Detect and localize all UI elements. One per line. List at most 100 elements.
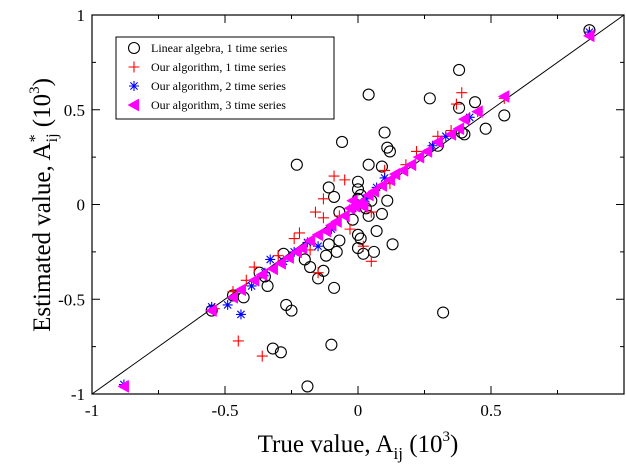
data-point-series-2 <box>357 240 369 252</box>
legend-label: Our algorithm, 2 time series <box>151 79 286 93</box>
legend-label: Linear algebra, 1 time series <box>151 41 288 55</box>
data-point-series-1 <box>362 88 375 101</box>
y-axis-ticks: -1 -0.5 0 0.5 1 <box>58 6 624 404</box>
data-point-series-1 <box>351 183 365 196</box>
legend-marker-asterisk <box>129 81 139 91</box>
data-point-series-1 <box>317 264 330 277</box>
data-point-series-1 <box>304 260 317 274</box>
data-point-series-2 <box>288 233 300 245</box>
data-point-series-4 <box>431 135 443 149</box>
data-point-series-3 <box>427 140 438 151</box>
data-point-series-4 <box>396 163 409 177</box>
data-point-series-4 <box>338 209 350 223</box>
data-point-series-4 <box>117 379 129 393</box>
data-point-series-4 <box>303 234 316 247</box>
data-point-series-4 <box>452 122 465 136</box>
data-points <box>117 24 596 393</box>
data-point-series-3 <box>440 131 451 142</box>
data-point-series-1 <box>479 122 492 135</box>
data-point-series-2 <box>365 255 377 267</box>
legend-marker-glyph <box>128 61 140 73</box>
data-point-series-1 <box>381 194 394 207</box>
y-tick-label: 1 <box>77 6 86 25</box>
data-point-series-1 <box>498 109 511 122</box>
data-point-series-1 <box>274 346 287 359</box>
data-point-series-4 <box>444 127 457 141</box>
data-point-series-2 <box>248 261 260 273</box>
data-point-series-1 <box>437 306 450 319</box>
data-point-series-1 <box>330 245 343 258</box>
data-point-series-4 <box>247 273 260 287</box>
data-point-series-4 <box>282 251 294 264</box>
data-point-series-3 <box>265 254 276 265</box>
data-point-series-1 <box>351 228 365 241</box>
data-point-series-1 <box>370 224 383 238</box>
data-point-series-1 <box>322 181 335 194</box>
data-point-series-2 <box>456 87 468 99</box>
data-point-series-2 <box>272 250 284 262</box>
data-point-series-1 <box>386 238 399 251</box>
data-point-series-3 <box>326 224 337 235</box>
x-axis-ticks: -1 -0.5 0 0.5 <box>85 15 558 420</box>
data-point-series-2 <box>317 212 329 224</box>
legend: Linear algebra, 1 time series Our algori… <box>115 36 335 120</box>
data-point-series-4 <box>274 256 286 270</box>
data-point-series-2 <box>312 267 324 279</box>
data-point-series-3 <box>235 309 246 320</box>
data-point-series-1 <box>333 234 346 247</box>
data-point-series-2 <box>317 193 329 205</box>
data-point-series-1 <box>453 101 466 114</box>
y-tick-label: -1 <box>71 385 85 404</box>
y-axis-title: Estimated value, A*ij (103) <box>27 78 61 332</box>
data-point-series-1 <box>362 158 375 171</box>
data-point-series-2 <box>450 98 462 110</box>
y-tick-label: 0.5 <box>64 101 85 120</box>
legend-marker-plus <box>128 61 140 73</box>
y-tick-label: 0 <box>77 196 86 215</box>
data-point-series-1 <box>322 238 335 251</box>
data-point-series-4 <box>383 173 395 187</box>
data-point-series-1 <box>301 380 314 393</box>
x-tick-label: -1 <box>85 401 99 420</box>
data-point-series-1 <box>290 158 303 171</box>
data-point-series-3 <box>246 280 257 291</box>
data-point-series-1 <box>367 245 381 258</box>
data-point-series-4 <box>346 194 358 208</box>
data-point-series-4 <box>255 268 268 282</box>
data-point-series-1 <box>354 232 367 245</box>
data-point-series-1 <box>383 145 396 158</box>
x-tick-label: 0.5 <box>480 401 501 420</box>
data-point-series-2 <box>309 206 321 218</box>
data-point-series-4 <box>497 90 510 103</box>
data-point-series-1 <box>453 63 466 77</box>
data-point-series-4 <box>356 199 369 213</box>
data-point-series-4 <box>290 245 302 259</box>
data-point-series-1 <box>458 128 471 141</box>
data-point-series-4 <box>582 29 595 43</box>
data-point-series-3 <box>379 172 390 183</box>
data-point-series-3 <box>360 193 371 204</box>
data-point-series-2 <box>339 174 351 186</box>
data-point-series-1 <box>375 160 388 173</box>
data-point-series-1 <box>328 281 341 294</box>
data-point-series-1 <box>423 92 436 105</box>
data-point-series-4 <box>226 290 239 304</box>
data-point-series-1 <box>325 338 338 351</box>
data-point-series-4 <box>319 224 332 238</box>
legend-marker-glyph <box>127 98 140 112</box>
legend-item-our-algorithm-2: Our algorithm, 2 time series <box>129 79 286 93</box>
data-point-series-3 <box>313 241 324 252</box>
data-point-series-1 <box>285 304 298 317</box>
data-point-series-1 <box>261 279 274 293</box>
legend-box <box>115 36 335 120</box>
legend-marker-glyph <box>127 41 141 55</box>
data-point-series-1 <box>468 96 482 109</box>
data-point-series-1 <box>378 126 391 139</box>
legend-label: Our algorithm, 1 time series <box>151 60 286 74</box>
data-point-series-3 <box>464 112 475 123</box>
x-axis-title: True value, Aij (103) <box>258 429 459 463</box>
y-tick-label: -0.5 <box>58 290 85 309</box>
legend-item-our-algorithm-3: Our algorithm, 3 time series <box>127 98 286 112</box>
data-point-series-4 <box>362 188 374 202</box>
data-point-series-4 <box>266 262 278 276</box>
